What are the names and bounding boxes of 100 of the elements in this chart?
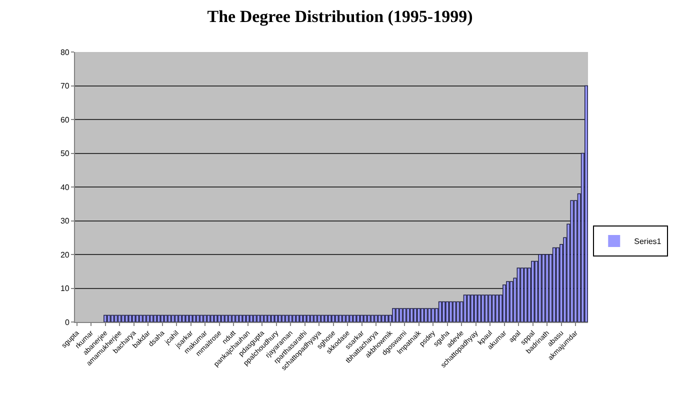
bar — [317, 314, 321, 322]
bar — [332, 314, 336, 322]
bar — [314, 314, 318, 322]
bar — [552, 247, 556, 322]
bar — [182, 314, 186, 322]
bar — [224, 314, 228, 322]
bar — [495, 294, 499, 322]
bar — [246, 314, 250, 322]
bar — [203, 314, 207, 322]
bar — [114, 314, 118, 322]
bar — [364, 314, 368, 322]
bar — [256, 314, 260, 322]
bar — [481, 294, 485, 322]
bar — [153, 314, 157, 322]
chart-title: The Degree Distribution (1995-1999) — [207, 6, 473, 26]
bar — [470, 294, 474, 322]
bar — [110, 314, 114, 322]
bar — [150, 314, 154, 322]
bar — [367, 314, 371, 322]
bar — [438, 301, 442, 322]
bar — [278, 314, 282, 322]
bar — [107, 314, 111, 322]
bar — [139, 314, 143, 322]
bar — [306, 314, 310, 322]
bar — [156, 314, 160, 322]
bar — [370, 314, 374, 322]
bar — [384, 314, 388, 322]
bar — [352, 314, 356, 322]
bar — [121, 314, 125, 322]
bar — [584, 85, 588, 322]
bar — [349, 314, 353, 322]
bar — [428, 308, 432, 322]
bar — [488, 294, 492, 322]
y-tick-label: 10 — [60, 284, 70, 294]
bar — [484, 294, 488, 322]
bar — [174, 314, 178, 322]
bar — [228, 314, 232, 322]
bar — [196, 314, 200, 322]
bar — [282, 314, 286, 322]
bar — [399, 308, 403, 322]
bar — [392, 308, 396, 322]
bar — [342, 314, 346, 322]
bar — [160, 314, 164, 322]
bar — [178, 314, 182, 322]
bar — [242, 314, 246, 322]
bar — [474, 294, 478, 322]
bar — [274, 314, 278, 322]
bar — [132, 314, 136, 322]
bar — [296, 314, 300, 322]
bar — [168, 314, 172, 322]
y-tick-label: 80 — [60, 48, 70, 57]
bar — [556, 247, 560, 322]
bar — [270, 314, 274, 322]
bar — [299, 314, 303, 322]
bar — [424, 308, 428, 322]
bar — [142, 314, 146, 322]
bar — [189, 314, 193, 322]
bar — [402, 308, 406, 322]
y-tick-label: 20 — [60, 250, 70, 260]
bar — [128, 314, 132, 322]
bar — [431, 308, 435, 322]
bar — [171, 314, 175, 322]
bar — [478, 294, 482, 322]
bar — [502, 284, 506, 322]
y-tick-label: 40 — [60, 182, 70, 192]
bar — [492, 294, 496, 322]
bar — [538, 254, 542, 322]
bar — [206, 314, 210, 322]
bar — [420, 308, 424, 322]
y-tick-label: 30 — [60, 216, 70, 226]
bar — [442, 301, 446, 322]
bar — [124, 314, 128, 322]
bar — [200, 314, 204, 322]
bar — [396, 308, 400, 322]
bar — [346, 314, 350, 322]
bar — [232, 314, 236, 322]
bar — [335, 314, 339, 322]
bar — [381, 314, 385, 322]
bar — [235, 314, 239, 322]
bar — [185, 314, 189, 322]
bar — [218, 314, 222, 322]
bar — [320, 314, 324, 322]
bar — [417, 308, 421, 322]
bar — [285, 314, 289, 322]
bar — [292, 314, 296, 322]
y-tick-label: 50 — [60, 149, 70, 158]
bar — [466, 294, 470, 322]
bar — [253, 314, 257, 322]
bar — [264, 314, 268, 322]
bar — [410, 308, 414, 322]
bar — [545, 254, 549, 322]
bar — [449, 301, 453, 322]
bar — [210, 314, 214, 322]
bar — [250, 314, 254, 322]
bar — [136, 314, 140, 322]
y-tick-label: 0 — [64, 318, 70, 327]
bar — [267, 314, 271, 322]
bar — [524, 268, 528, 322]
bar — [506, 281, 510, 322]
bar — [516, 268, 520, 322]
